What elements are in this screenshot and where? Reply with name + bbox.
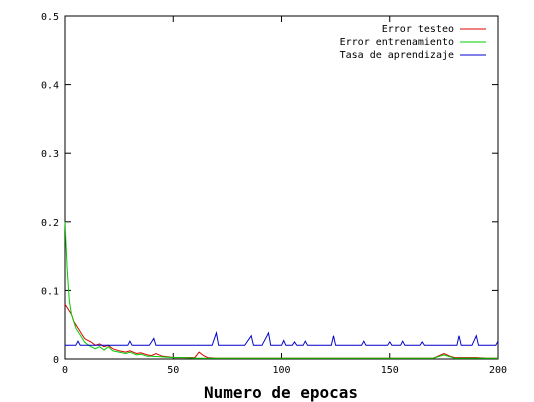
y-tick-label: 0 xyxy=(53,355,59,366)
y-tick-label: 0.5 xyxy=(41,12,59,23)
plot-area xyxy=(64,15,499,360)
x-tick-label: 150 xyxy=(381,365,399,376)
legend-label-2: Tasa de aprendizaje xyxy=(340,50,454,61)
y-tick-label: 0.3 xyxy=(41,149,59,160)
y-tick-label: 0.1 xyxy=(41,286,59,297)
legend: Error testeo Error entrenamiento Tasa de a… xyxy=(340,24,486,61)
series-line-2 xyxy=(65,330,499,346)
y-tick-label: 0.4 xyxy=(41,81,59,92)
y-tick-label: 0.2 xyxy=(41,218,59,229)
x-tick-label: 200 xyxy=(489,365,507,376)
x-axis-label: Numero de epocas xyxy=(204,383,358,402)
series-lines xyxy=(64,221,499,359)
series-line-1 xyxy=(64,221,498,359)
legend-label-1: Error entrenamiento xyxy=(340,37,454,48)
x-tick-label: 0 xyxy=(62,365,68,376)
x-tick-label: 50 xyxy=(167,365,179,376)
x-tick-label: 100 xyxy=(272,365,290,376)
axis-ticks: 0 50 100 150 200 0 0.1 0.2 0.3 0.4 0.5 xyxy=(41,12,507,376)
legend-label-0: Error testeo xyxy=(382,24,454,35)
